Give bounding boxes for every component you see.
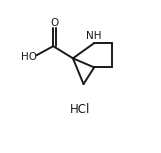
Text: HO: HO [21, 52, 37, 62]
Text: NH: NH [86, 31, 102, 41]
Text: O: O [50, 18, 59, 28]
Text: HCl: HCl [70, 103, 91, 116]
